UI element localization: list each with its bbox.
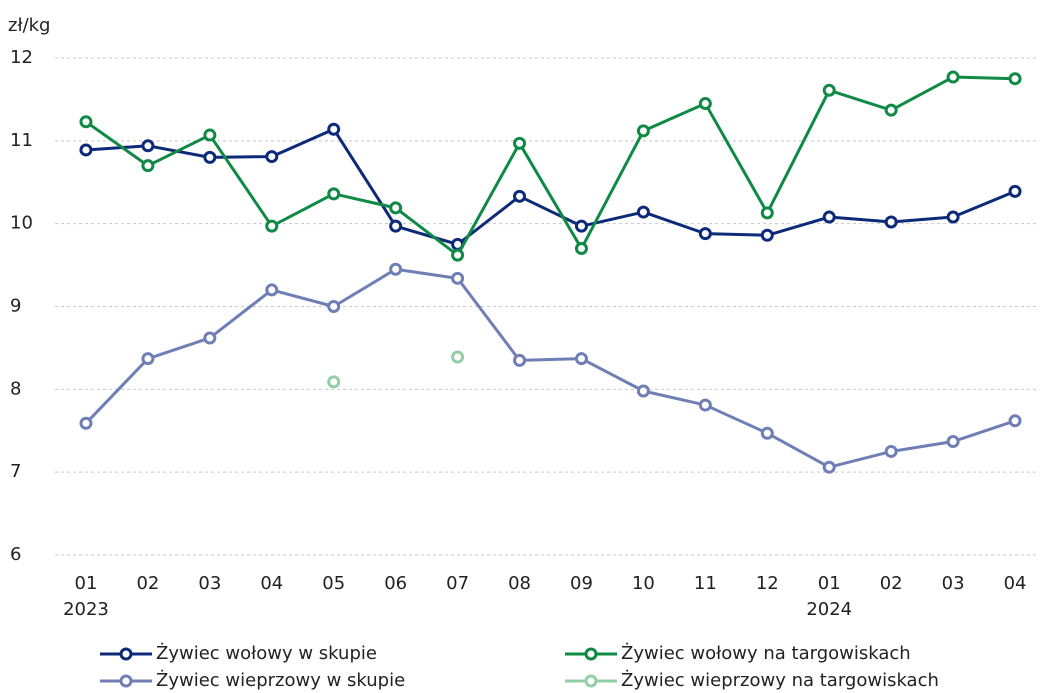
x-tick-label: 11 bbox=[694, 573, 717, 594]
x-tick-label: 02 bbox=[136, 573, 159, 594]
y-axis-label: zł/kg bbox=[8, 15, 50, 36]
x-tick-label: 03 bbox=[198, 573, 221, 594]
x-tick-label: 12 bbox=[756, 573, 779, 594]
data-point bbox=[574, 242, 588, 256]
y-tick-label: 9 bbox=[10, 296, 21, 317]
data-point bbox=[822, 83, 836, 97]
data-point bbox=[327, 122, 341, 136]
x-tick-label: 02 bbox=[880, 573, 903, 594]
legend-label: Żywiec wieprzowy na targowiskach bbox=[621, 670, 939, 691]
data-point bbox=[203, 128, 217, 142]
x-tick-label: 05 bbox=[322, 573, 345, 594]
data-point bbox=[513, 136, 527, 150]
data-point bbox=[327, 300, 341, 313]
x-year-label: 2024 bbox=[806, 599, 852, 620]
data-point bbox=[451, 350, 465, 364]
data-point bbox=[698, 398, 712, 412]
data-point bbox=[79, 416, 93, 430]
data-point bbox=[451, 248, 465, 262]
y-tick-label: 12 bbox=[10, 47, 33, 68]
data-point bbox=[636, 205, 650, 219]
x-tick-label: 10 bbox=[632, 573, 655, 594]
legend-marker bbox=[584, 674, 598, 688]
data-point bbox=[574, 219, 588, 233]
data-point bbox=[946, 70, 960, 84]
data-point bbox=[389, 219, 403, 233]
y-tick-label: 11 bbox=[10, 130, 33, 151]
legend-label: Żywiec wołowy w skupie bbox=[156, 643, 377, 664]
data-point bbox=[79, 115, 93, 129]
series-line bbox=[85, 127, 1016, 246]
data-point bbox=[884, 103, 898, 117]
data-point bbox=[760, 206, 774, 220]
data-point bbox=[265, 219, 279, 233]
data-point bbox=[265, 150, 279, 164]
series-line bbox=[85, 75, 1016, 257]
x-tick-label: 06 bbox=[384, 573, 407, 594]
data-point bbox=[760, 228, 774, 242]
data-point bbox=[946, 435, 960, 449]
data-point bbox=[513, 353, 527, 367]
y-tick-label: 8 bbox=[10, 378, 21, 399]
data-point bbox=[141, 139, 155, 153]
legend-marker bbox=[119, 674, 133, 688]
data-point bbox=[822, 210, 836, 224]
series-line bbox=[84, 267, 1016, 469]
data-point bbox=[203, 150, 217, 164]
x-tick-label: 01 bbox=[818, 573, 841, 594]
data-point bbox=[1008, 414, 1022, 428]
x-year-label: 2023 bbox=[63, 599, 109, 620]
data-point bbox=[636, 384, 650, 398]
legend-label: Żywiec wieprzowy w skupie bbox=[156, 670, 405, 691]
legend-label: Żywiec wołowy na targowiskach bbox=[621, 643, 911, 664]
x-tick-label: 07 bbox=[446, 573, 469, 594]
data-point bbox=[389, 262, 403, 276]
data-point bbox=[1008, 184, 1022, 198]
data-point bbox=[141, 352, 155, 366]
data-point bbox=[451, 271, 465, 285]
data-point bbox=[822, 460, 836, 474]
legend-marker bbox=[119, 647, 133, 661]
data-point bbox=[1008, 72, 1022, 86]
x-tick-label: 01 bbox=[75, 573, 98, 594]
data-point bbox=[389, 201, 403, 215]
data-point bbox=[265, 283, 279, 297]
data-point bbox=[884, 444, 898, 458]
data-point bbox=[946, 210, 960, 224]
y-tick-label: 7 bbox=[10, 461, 21, 482]
data-point bbox=[327, 187, 341, 201]
data-point bbox=[574, 352, 588, 366]
data-point bbox=[760, 426, 774, 440]
data-point bbox=[698, 97, 712, 111]
x-tick-label: 03 bbox=[942, 573, 965, 594]
x-tick-label: 08 bbox=[508, 573, 531, 594]
legend-marker bbox=[584, 647, 598, 661]
y-tick-label: 6 bbox=[10, 544, 21, 565]
data-point bbox=[513, 189, 527, 203]
data-point bbox=[636, 124, 650, 138]
x-tick-label: 04 bbox=[1004, 573, 1027, 594]
data-point bbox=[203, 331, 217, 345]
y-tick-label: 10 bbox=[10, 213, 33, 234]
data-point bbox=[141, 159, 155, 173]
x-tick-label: 09 bbox=[570, 573, 593, 594]
x-tick-label: 04 bbox=[260, 573, 283, 594]
data-point bbox=[79, 143, 93, 157]
data-point bbox=[884, 215, 898, 229]
data-point bbox=[327, 375, 341, 389]
data-point bbox=[698, 227, 712, 241]
